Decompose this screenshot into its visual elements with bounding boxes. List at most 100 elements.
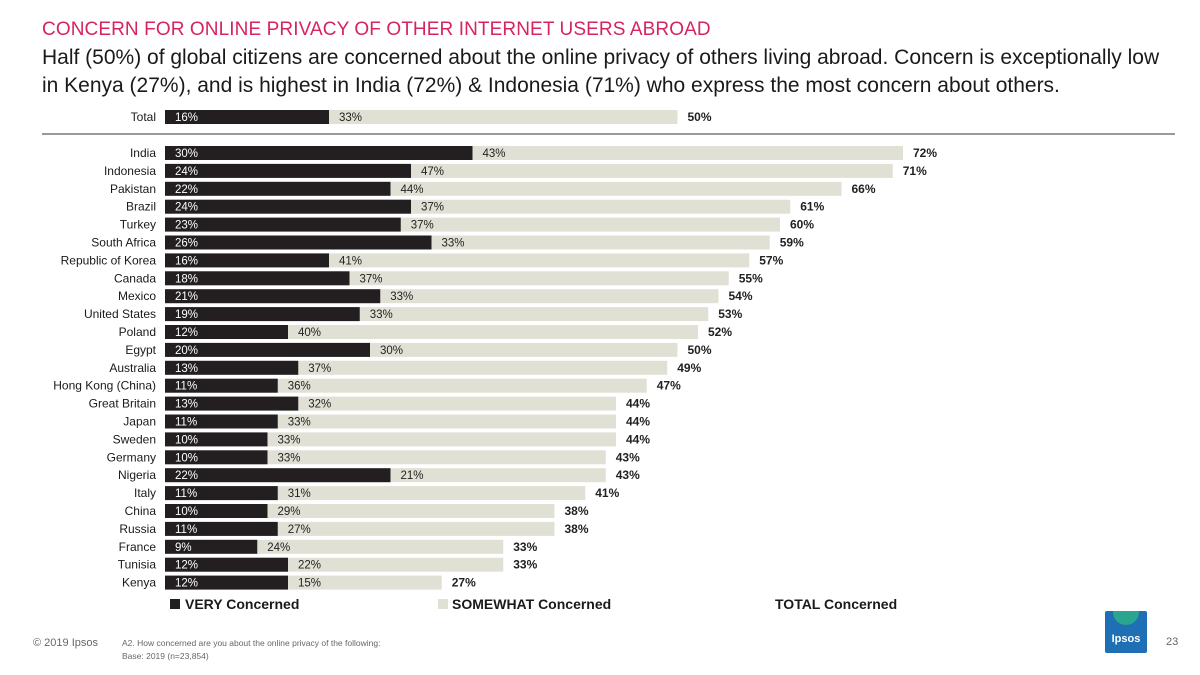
very-value-label: 10% (175, 434, 198, 446)
total-value-label: 54% (729, 289, 753, 303)
category-label: South Africa (91, 236, 156, 250)
category-label: Indonesia (104, 164, 156, 178)
category-label: Mexico (118, 289, 156, 303)
category-label: Kenya (122, 576, 156, 590)
somewhat-value-label: 33% (288, 417, 311, 429)
very-bar (165, 539, 258, 554)
footnote-question: A2. How concerned are you about the onli… (122, 638, 381, 648)
very-value-label: 22% (175, 470, 198, 482)
very-bar (165, 110, 329, 124)
total-value-label: 47% (657, 379, 681, 393)
very-value-label: 13% (175, 399, 198, 411)
very-bar (165, 521, 278, 536)
somewhat-value-label: 37% (360, 273, 383, 285)
total-value-label: 66% (852, 182, 876, 196)
somewhat-value-label: 41% (339, 255, 362, 267)
slide-kicker: CONCERN FOR ONLINE PRIVACY OF OTHER INTE… (42, 19, 711, 40)
very-bar (165, 396, 299, 411)
very-bar (165, 307, 360, 322)
very-value-label: 11% (175, 524, 197, 536)
somewhat-value-label: 24% (267, 542, 290, 554)
very-bar (165, 575, 288, 590)
somewhat-bar (165, 378, 647, 393)
very-value-label: 18% (175, 273, 198, 285)
page-number: 23 (1166, 636, 1179, 648)
category-label: Total (131, 110, 156, 124)
very-value-label: 10% (175, 506, 198, 518)
total-value-label: 43% (616, 450, 640, 464)
category-label: Tunisia (118, 558, 157, 572)
very-value-label: 23% (175, 220, 198, 232)
somewhat-value-label: 15% (298, 578, 321, 590)
very-bar (165, 360, 299, 375)
total-value-label: 43% (616, 468, 640, 482)
total-value-label: 57% (759, 253, 783, 267)
very-bar (165, 253, 329, 268)
very-bar (165, 342, 370, 357)
very-bar (165, 199, 411, 214)
category-label: Russia (119, 522, 156, 536)
category-label: Canada (114, 271, 156, 285)
category-label: Nigeria (118, 468, 156, 482)
category-label: France (119, 540, 157, 554)
very-value-label: 11% (175, 381, 197, 393)
total-value-label: 44% (626, 432, 650, 446)
slide-headline: Half (50%) of global citizens are concer… (42, 46, 1160, 97)
somewhat-value-label: 37% (411, 220, 434, 232)
very-bar (165, 468, 391, 483)
somewhat-value-label: 37% (421, 202, 444, 214)
category-label: Turkey (120, 218, 156, 232)
somewhat-value-label: 31% (288, 488, 311, 500)
very-value-label: 13% (175, 363, 198, 375)
very-value-label: 22% (175, 184, 198, 196)
total-value-label: 44% (626, 397, 650, 411)
somewhat-value-label: 33% (390, 291, 413, 303)
very-value-label: 11% (175, 488, 197, 500)
very-bar (165, 378, 278, 393)
very-value-label: 11% (175, 417, 197, 429)
somewhat-value-label: 29% (278, 506, 301, 518)
copyright: © 2019 Ipsos (33, 637, 98, 649)
legend-label-somewhat: SOMEWHAT Concerned (452, 596, 611, 612)
very-value-label: 30% (175, 148, 198, 160)
somewhat-value-label: 33% (339, 112, 362, 124)
somewhat-value-label: 32% (308, 399, 331, 411)
legend-swatch-very (170, 599, 180, 609)
category-label: Poland (119, 325, 156, 339)
total-value-label: 59% (780, 236, 804, 250)
total-value-label: 52% (708, 325, 732, 339)
very-value-label: 16% (175, 112, 198, 124)
very-bar (165, 557, 288, 572)
somewhat-value-label: 33% (278, 434, 301, 446)
very-bar (165, 432, 268, 447)
category-label: Australia (109, 361, 156, 375)
very-value-label: 12% (175, 560, 198, 572)
somewhat-value-label: 44% (401, 184, 424, 196)
total-value-label: 53% (718, 307, 742, 321)
total-value-label: 38% (565, 504, 589, 518)
very-value-label: 16% (175, 255, 198, 267)
total-value-label: 60% (790, 218, 814, 232)
somewhat-bar (165, 325, 698, 339)
very-value-label: 19% (175, 309, 198, 321)
category-label: Pakistan (110, 182, 156, 196)
very-bar (165, 271, 350, 286)
very-value-label: 20% (175, 345, 198, 357)
somewhat-value-label: 37% (308, 363, 331, 375)
footnote-base: Base: 2019 (n=23,854) (122, 651, 209, 661)
very-bar (165, 450, 268, 465)
legend-label-very: VERY Concerned (185, 596, 299, 612)
category-label: United States (84, 307, 156, 321)
total-value-label: 55% (739, 271, 763, 285)
somewhat-value-label: 33% (442, 238, 465, 250)
very-value-label: 24% (175, 202, 198, 214)
very-value-label: 12% (175, 578, 198, 590)
category-label: Germany (107, 450, 156, 464)
category-label: India (130, 146, 156, 160)
total-value-label: 50% (688, 110, 712, 124)
somewhat-value-label: 30% (380, 345, 403, 357)
somewhat-bar (165, 432, 616, 447)
category-label: Brazil (126, 200, 156, 214)
very-value-label: 12% (175, 327, 198, 339)
